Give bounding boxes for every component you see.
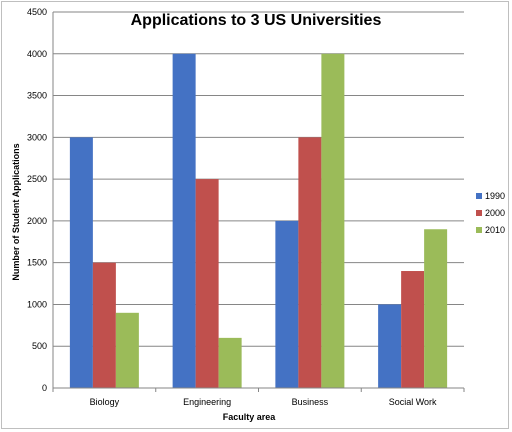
y-tick-label: 500: [32, 341, 47, 351]
bar-1990-engineering: [172, 53, 196, 389]
y-tick-label: 1500: [27, 258, 47, 268]
bar-2010-social-work: [424, 229, 448, 388]
x-tick-label: Business: [292, 397, 329, 407]
y-tick-label: 4500: [27, 7, 47, 17]
y-tick-label: 2000: [27, 216, 47, 226]
y-tick-label: 3500: [27, 91, 47, 101]
bar-2000-social-work: [401, 271, 425, 388]
y-tick-label: 1000: [27, 299, 47, 309]
x-tick-label: Biology: [90, 397, 120, 407]
legend-swatch-2000: [476, 210, 482, 216]
x-tick-labels: Biology Engineering Business Social Work: [90, 397, 437, 407]
chart-title: Applications to 3 US Universities: [131, 12, 382, 29]
x-tick-label: Social Work: [389, 397, 437, 407]
bars: [69, 53, 448, 389]
x-tick-label: Engineering: [183, 397, 231, 407]
x-axis-title: Faculty area: [223, 412, 277, 422]
bar-1990-business: [275, 220, 299, 388]
bar-2000-business: [298, 137, 322, 388]
y-tick-label: 4000: [27, 49, 47, 59]
legend-label-2000: 2000: [485, 208, 505, 218]
legend-label-2010: 2010: [485, 225, 505, 235]
y-tick-label: 2500: [27, 174, 47, 184]
axes: [52, 12, 465, 392]
bar-1990-social-work: [378, 304, 402, 388]
bar-1990-biology: [69, 137, 93, 388]
bar-2010-biology: [115, 312, 139, 388]
y-tick-labels: 0 500 1000 1500 2000 2500 3000 3500 4000 4500: [27, 7, 47, 393]
y-tick-label: 0: [42, 383, 47, 393]
y-axis-title: Number of Student Applications: [11, 143, 21, 280]
bar-2000-biology: [92, 262, 116, 388]
legend-swatch-2010: [476, 227, 482, 233]
legend-label-1990: 1990: [485, 191, 505, 201]
bar-2000-engineering: [195, 179, 219, 388]
bar-2010-engineering: [218, 337, 242, 388]
y-tick-label: 3000: [27, 132, 47, 142]
legend: 1990 2000 2010: [476, 191, 505, 235]
bar-2010-business: [321, 53, 345, 389]
legend-swatch-1990: [476, 193, 482, 199]
